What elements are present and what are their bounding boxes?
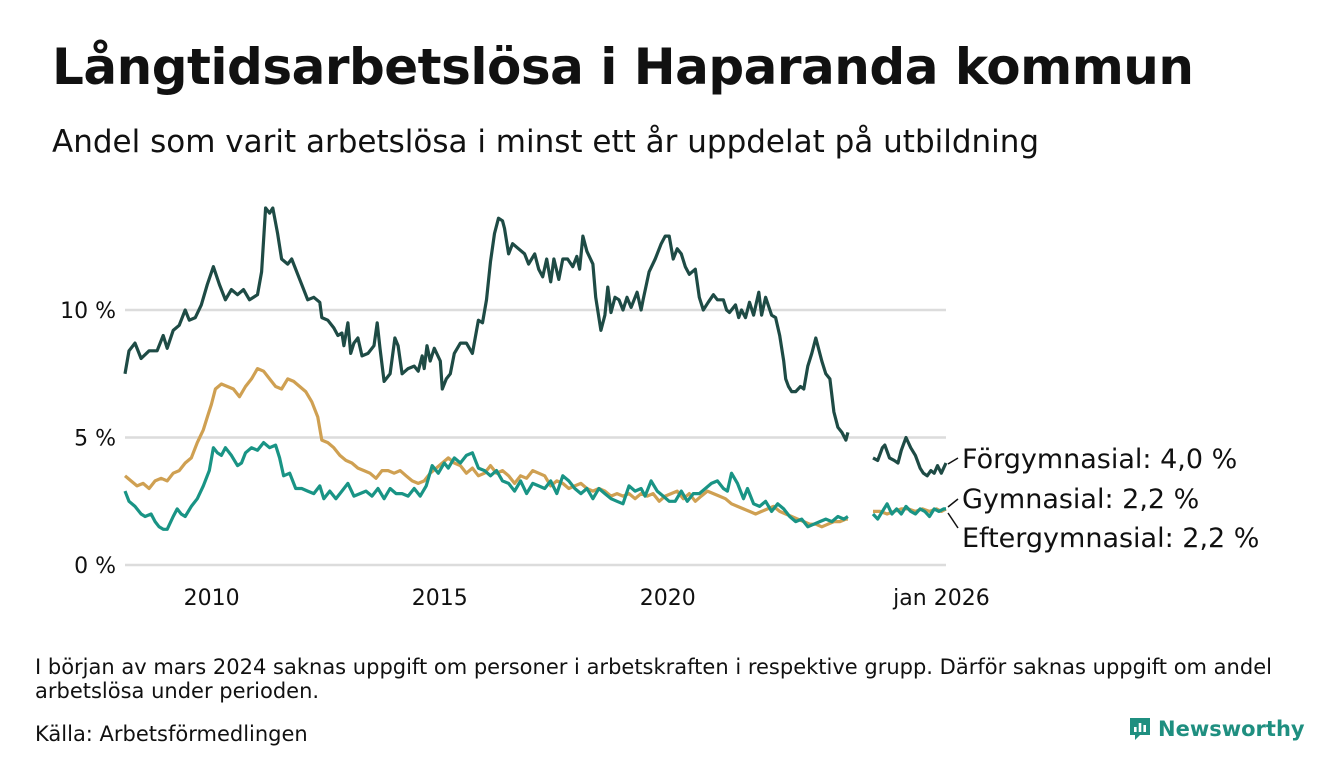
x-tick-label: jan 2026 xyxy=(892,586,990,611)
chart-title: Långtidsarbetslösa i Haparanda kommun xyxy=(52,38,1194,96)
footnote: I början av mars 2024 saknas uppgift om … xyxy=(35,655,1272,703)
series-tail-gymnasial xyxy=(871,502,946,521)
end-label-eftergymnasial: Eftergymnasial: 2,2 % xyxy=(962,523,1259,554)
end-labels: Förgymnasial: 4,0 % Gymnasial: 2,2 % Efter… xyxy=(947,444,1259,554)
y-tick-label: 5 % xyxy=(74,427,116,452)
end-label-förgymnasial: Förgymnasial: 4,0 % xyxy=(962,444,1237,475)
series-lines xyxy=(123,206,948,531)
series-line-eftergymnasial xyxy=(123,367,848,529)
y-tick-label: 0 % xyxy=(74,554,116,579)
label-leader xyxy=(947,498,959,508)
y-axis-ticks: 0 % 5 % 10 % xyxy=(60,299,116,579)
label-leader xyxy=(947,512,959,529)
newsworthy-logo[interactable]: Newsworthy xyxy=(1128,716,1305,742)
gridlines xyxy=(125,308,946,567)
source-credit: Källa: Arbetsförmedlingen xyxy=(35,722,308,746)
end-label-gymnasial: Gymnasial: 2,2 % xyxy=(962,484,1199,515)
y-tick-label: 10 % xyxy=(60,299,116,324)
x-tick-label: 2020 xyxy=(640,586,696,611)
series-line-gymnasial xyxy=(123,441,849,531)
series-line-förgymnasial xyxy=(123,206,850,442)
label-leader xyxy=(947,457,959,465)
x-tick-label: 2010 xyxy=(184,586,240,611)
line-chart: 0 % 5 % 10 % 2010 2015 2020 jan 2026 Förgymna… xyxy=(60,206,1259,611)
brand-name: Newsworthy xyxy=(1158,717,1305,741)
x-tick-label: 2015 xyxy=(412,586,468,611)
series-tail-förgymnasial xyxy=(872,435,948,478)
x-axis-ticks: 2010 2015 2020 jan 2026 xyxy=(184,586,990,611)
newsworthy-icon xyxy=(1130,718,1150,740)
chart-subtitle: Andel som varit arbetslösa i minst ett å… xyxy=(52,124,1040,160)
